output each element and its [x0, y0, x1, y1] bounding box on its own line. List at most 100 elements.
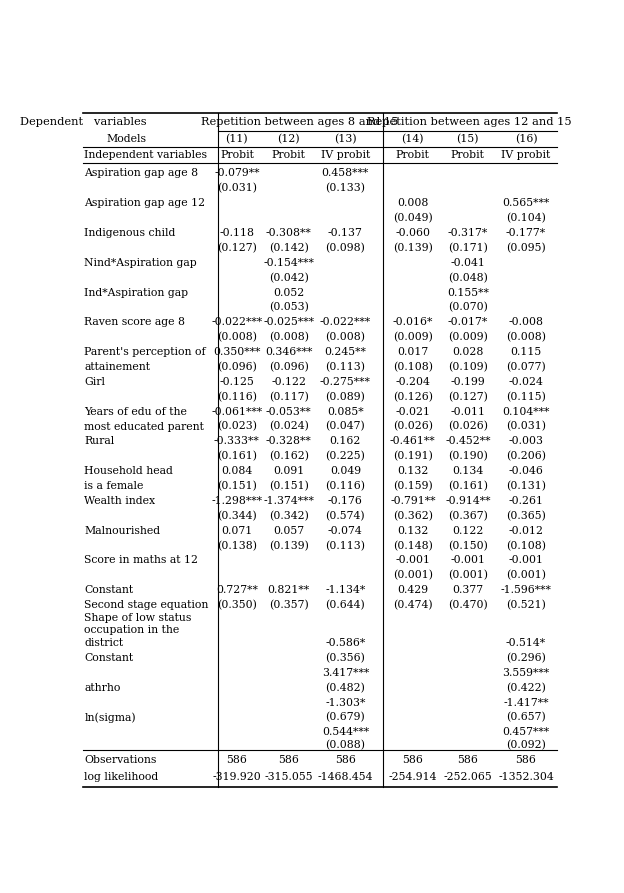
- Text: (0.644): (0.644): [326, 600, 365, 610]
- Text: Shape of low status: Shape of low status: [84, 613, 192, 622]
- Text: -1.417**: -1.417**: [503, 697, 548, 707]
- Text: 0.052: 0.052: [273, 288, 305, 297]
- Text: Aspiration gap age 12: Aspiration gap age 12: [84, 198, 205, 208]
- Text: -0.461**: -0.461**: [390, 437, 436, 446]
- Text: (15): (15): [457, 134, 479, 145]
- Text: (16): (16): [515, 134, 537, 145]
- Text: Probit: Probit: [272, 150, 306, 160]
- Text: -0.021: -0.021: [395, 406, 431, 417]
- Text: (0.026): (0.026): [392, 421, 433, 431]
- Text: (0.096): (0.096): [217, 362, 257, 372]
- Text: (12): (12): [278, 134, 300, 145]
- Text: Probit: Probit: [220, 150, 254, 160]
- Text: 0.155**: 0.155**: [447, 288, 489, 297]
- Text: (0.139): (0.139): [393, 243, 432, 253]
- Text: (0.109): (0.109): [448, 362, 488, 372]
- Text: (0.161): (0.161): [217, 451, 257, 462]
- Text: (0.042): (0.042): [269, 272, 309, 283]
- Text: -254.914: -254.914: [389, 772, 437, 782]
- Text: 0.017: 0.017: [397, 347, 429, 357]
- Text: (0.350): (0.350): [217, 600, 257, 610]
- Text: -0.199: -0.199: [451, 377, 485, 387]
- Text: 0.115: 0.115: [510, 347, 542, 357]
- Text: Girl: Girl: [84, 377, 105, 387]
- Text: (0.008): (0.008): [217, 332, 257, 342]
- Text: Probit: Probit: [451, 150, 485, 160]
- Text: -0.125: -0.125: [220, 377, 255, 387]
- Text: (0.138): (0.138): [217, 540, 257, 551]
- Text: 0.085*: 0.085*: [327, 406, 364, 417]
- Text: Nind*Aspiration gap: Nind*Aspiration gap: [84, 258, 197, 268]
- Text: is a female: is a female: [84, 481, 144, 491]
- Text: (0.092): (0.092): [506, 739, 546, 750]
- Text: (0.474): (0.474): [393, 600, 432, 610]
- Text: 586: 586: [457, 755, 478, 764]
- Text: (0.159): (0.159): [393, 481, 432, 491]
- Text: IV probit: IV probit: [501, 150, 550, 160]
- Text: -0.261: -0.261: [509, 496, 544, 506]
- Text: (0.161): (0.161): [448, 481, 488, 491]
- Text: (0.206): (0.206): [506, 451, 546, 462]
- Text: Malnourished: Malnourished: [84, 526, 160, 536]
- Text: (0.150): (0.150): [448, 540, 488, 551]
- Text: 0.071: 0.071: [222, 526, 253, 536]
- Text: Years of edu of the: Years of edu of the: [84, 406, 187, 417]
- Text: Independent variables: Independent variables: [84, 150, 207, 160]
- Text: (0.113): (0.113): [325, 362, 366, 372]
- Text: -0.079**: -0.079**: [214, 169, 260, 179]
- Text: -0.154***: -0.154***: [263, 258, 314, 268]
- Text: Score in maths at 12: Score in maths at 12: [84, 555, 198, 565]
- Text: -0.204: -0.204: [396, 377, 430, 387]
- Text: (0.049): (0.049): [393, 213, 432, 223]
- Text: (0.053): (0.053): [269, 303, 309, 313]
- Text: 0.377: 0.377: [452, 585, 484, 596]
- Text: -0.328**: -0.328**: [266, 437, 311, 446]
- Text: (0.127): (0.127): [448, 392, 488, 402]
- Text: (0.574): (0.574): [326, 511, 365, 521]
- Text: (0.116): (0.116): [217, 392, 257, 402]
- Text: (0.151): (0.151): [269, 481, 309, 491]
- Text: -315.055: -315.055: [265, 772, 313, 782]
- Text: -1.374***: -1.374***: [263, 496, 314, 506]
- Text: 0.008: 0.008: [397, 198, 429, 208]
- Text: 0.245**: 0.245**: [324, 347, 366, 357]
- Text: 0.162: 0.162: [329, 437, 361, 446]
- Text: Second stage equation: Second stage equation: [84, 600, 208, 610]
- Text: -0.074: -0.074: [328, 526, 363, 536]
- Text: Dependent   variables: Dependent variables: [19, 117, 146, 127]
- Text: (0.113): (0.113): [325, 540, 366, 551]
- Text: (0.117): (0.117): [269, 392, 309, 402]
- Text: 0.084: 0.084: [222, 466, 253, 476]
- Text: (0.026): (0.026): [448, 421, 488, 431]
- Text: -319.920: -319.920: [213, 772, 261, 782]
- Text: 0.429: 0.429: [397, 585, 428, 596]
- Text: (0.077): (0.077): [506, 362, 546, 372]
- Text: -0.060: -0.060: [395, 228, 431, 238]
- Text: Models: Models: [106, 134, 146, 144]
- Text: (11): (11): [225, 134, 248, 145]
- Text: (0.009): (0.009): [448, 332, 488, 342]
- Text: Wealth index: Wealth index: [84, 496, 155, 506]
- Text: (0.047): (0.047): [326, 421, 365, 431]
- Text: (0.127): (0.127): [217, 243, 257, 253]
- Text: (0.139): (0.139): [269, 540, 309, 551]
- Text: -1.134*: -1.134*: [325, 585, 366, 596]
- Text: Probit: Probit: [396, 150, 430, 160]
- Text: 3.417***: 3.417***: [322, 668, 369, 678]
- Text: -0.024: -0.024: [509, 377, 544, 387]
- Text: 0.132: 0.132: [397, 526, 429, 536]
- Text: (0.070): (0.070): [448, 303, 488, 313]
- Text: (0.108): (0.108): [392, 362, 433, 372]
- Text: Parent's perception of: Parent's perception of: [84, 347, 206, 357]
- Text: (0.131): (0.131): [506, 481, 546, 491]
- Text: (0.104): (0.104): [506, 213, 546, 223]
- Text: Rural: Rural: [84, 437, 114, 446]
- Text: -0.053**: -0.053**: [266, 406, 311, 417]
- Text: 586: 586: [227, 755, 247, 764]
- Text: log likelihood: log likelihood: [84, 772, 158, 782]
- Text: Observations: Observations: [84, 755, 157, 764]
- Text: (0.048): (0.048): [448, 272, 488, 283]
- Text: (0.470): (0.470): [448, 600, 488, 610]
- Text: -0.452**: -0.452**: [445, 437, 490, 446]
- Text: (14): (14): [402, 134, 424, 145]
